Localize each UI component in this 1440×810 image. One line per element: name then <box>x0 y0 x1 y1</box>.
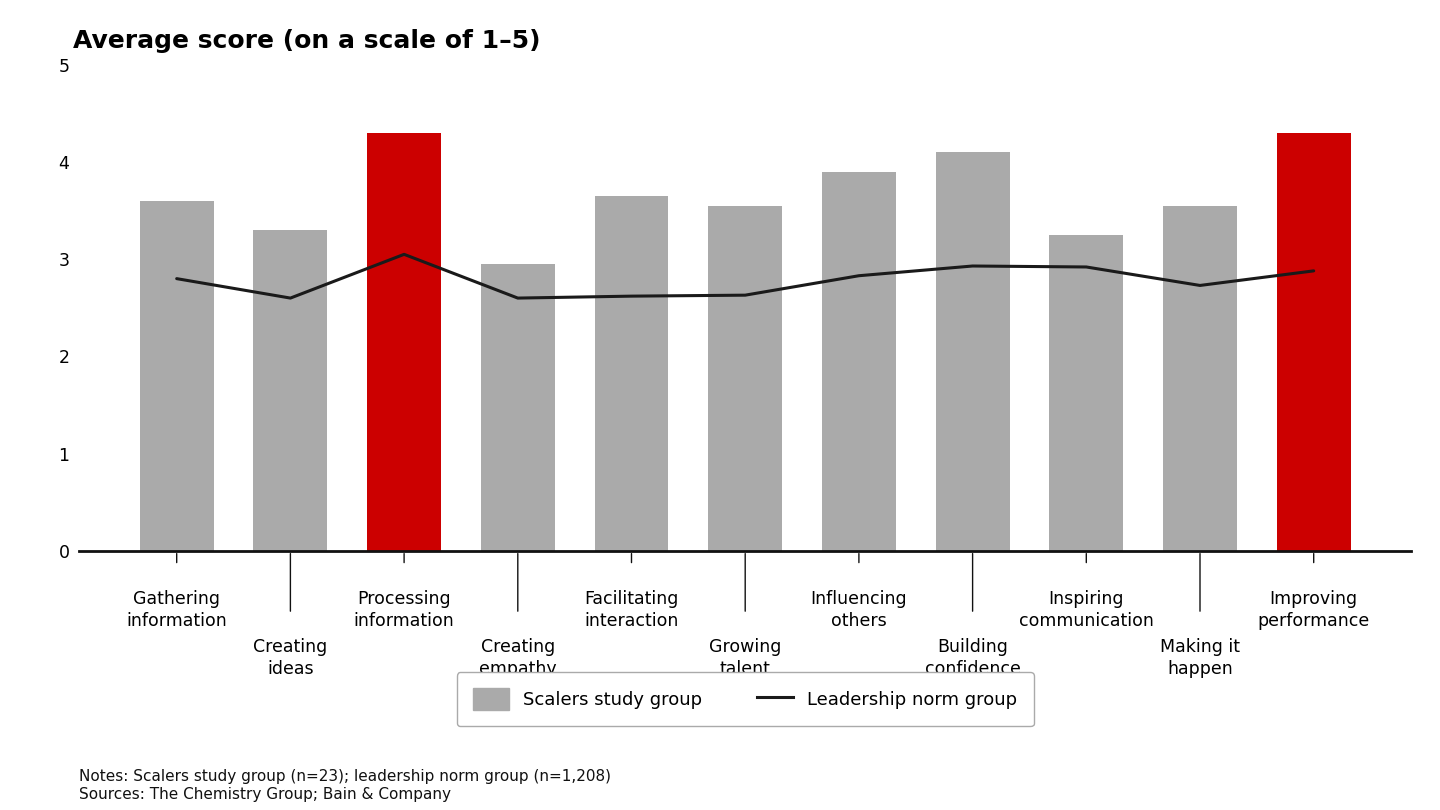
Text: Processing
information: Processing information <box>354 590 455 630</box>
Bar <box>822 172 896 551</box>
Bar <box>1050 235 1123 551</box>
Bar <box>1277 133 1351 551</box>
Text: Gathering
information: Gathering information <box>127 590 228 630</box>
Text: Building
confidence: Building confidence <box>924 638 1021 679</box>
Bar <box>595 196 668 551</box>
Text: Influencing
others: Influencing others <box>811 590 907 630</box>
Text: Creating
ideas: Creating ideas <box>253 638 327 679</box>
Bar <box>1164 206 1237 551</box>
Legend: Scalers study group, Leadership norm group: Scalers study group, Leadership norm gro… <box>456 672 1034 727</box>
Bar <box>367 133 441 551</box>
Bar <box>481 264 554 551</box>
Text: Notes: Scalers study group (n=23); leadership norm group (n=1,208)
Sources: The : Notes: Scalers study group (n=23); leade… <box>79 770 611 802</box>
Text: Inspiring
communication: Inspiring communication <box>1020 590 1153 630</box>
Text: Improving
performance: Improving performance <box>1257 590 1369 630</box>
Bar <box>936 152 1009 551</box>
Bar <box>140 201 213 551</box>
Text: Facilitating
interaction: Facilitating interaction <box>585 590 678 630</box>
Text: Creating
empathy: Creating empathy <box>480 638 557 679</box>
Bar <box>708 206 782 551</box>
Text: Average score (on a scale of 1–5): Average score (on a scale of 1–5) <box>72 29 540 53</box>
Text: Growing
talent: Growing talent <box>708 638 782 679</box>
Text: Making it
happen: Making it happen <box>1161 638 1240 679</box>
Bar <box>253 230 327 551</box>
